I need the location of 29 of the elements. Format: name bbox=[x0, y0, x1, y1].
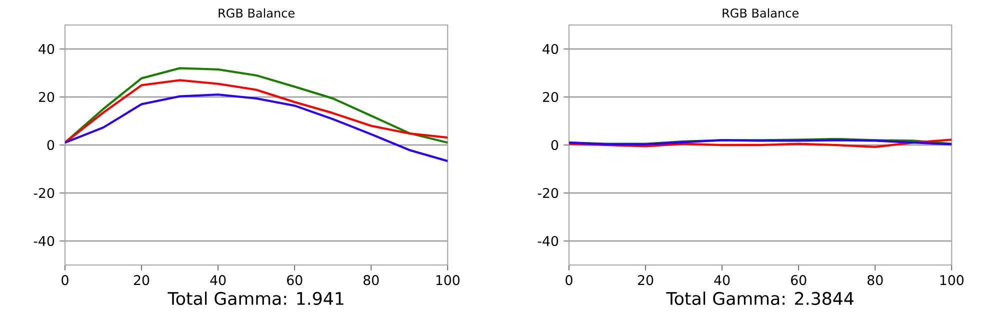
x-axis-title: Total Gamma: 2.3844 bbox=[666, 292, 854, 306]
x-tick-label: 100 bbox=[436, 275, 460, 286]
x-tick-label: 20 bbox=[134, 275, 150, 286]
x-tick-label: 60 bbox=[791, 275, 806, 286]
x-tick-label: 80 bbox=[364, 275, 379, 286]
y-tick-label: 40 bbox=[38, 44, 54, 54]
chart-title: RGB Balance bbox=[218, 8, 294, 18]
x-tick-label: 60 bbox=[287, 275, 302, 286]
y-tick-label: -20 bbox=[538, 188, 558, 198]
x-tick-label: 20 bbox=[638, 275, 654, 286]
y-tick-label: 20 bbox=[542, 92, 558, 102]
x-tick-label: 40 bbox=[210, 275, 226, 286]
x-tick-label: 0 bbox=[566, 275, 572, 286]
x-tick-label: 100 bbox=[940, 275, 964, 286]
y-tick-label: -40 bbox=[34, 236, 54, 246]
y-tick-label: 20 bbox=[38, 92, 54, 102]
y-tick-label: 0 bbox=[551, 140, 558, 150]
y-tick-label: -20 bbox=[34, 188, 54, 198]
y-tick-label: 40 bbox=[542, 44, 558, 54]
x-tick-label: 0 bbox=[62, 275, 68, 286]
line-series bbox=[65, 67, 448, 144]
x-tick-label: 80 bbox=[868, 275, 883, 286]
y-tick-label: -40 bbox=[538, 236, 558, 246]
x-axis-title: Total Gamma: 1.941 bbox=[168, 292, 344, 306]
chart-title: RGB Balance bbox=[722, 8, 798, 18]
y-tick-label: 0 bbox=[47, 140, 54, 150]
x-tick-label: 40 bbox=[714, 275, 730, 286]
line-series bbox=[65, 79, 448, 144]
line-series bbox=[65, 94, 448, 162]
